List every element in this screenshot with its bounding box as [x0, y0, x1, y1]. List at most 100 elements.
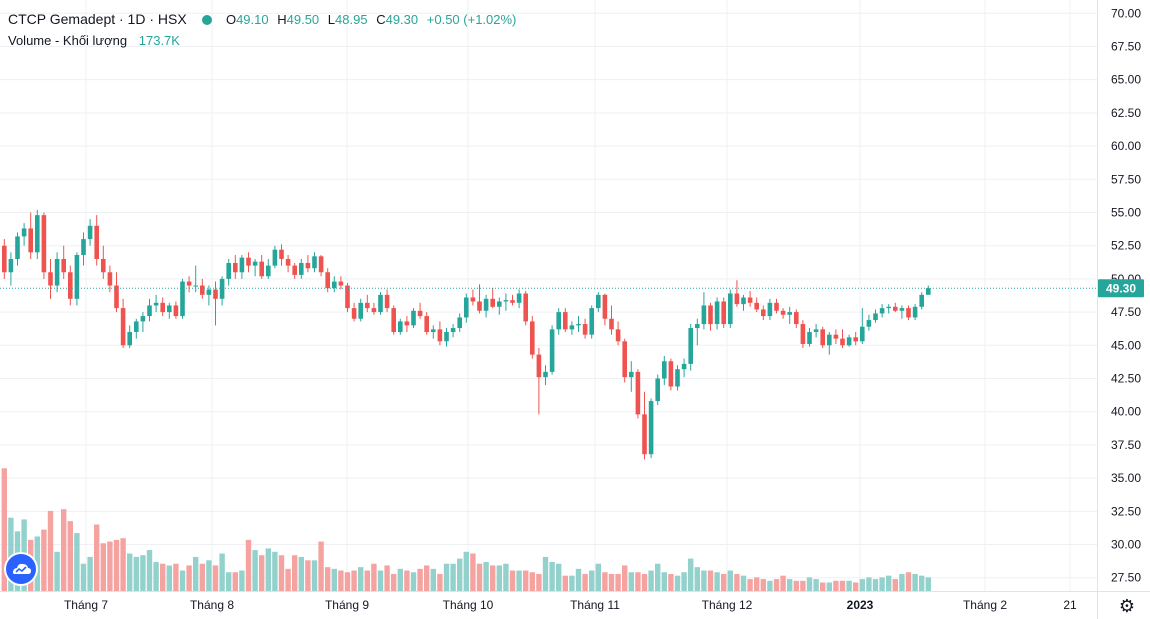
candle-body: [490, 298, 495, 307]
candle-body: [701, 305, 707, 325]
candle-body: [384, 294, 390, 309]
candle-body: [15, 236, 20, 259]
candle-body: [774, 302, 779, 311]
candle-body: [615, 329, 621, 342]
tradingview-cloud-icon[interactable]: [6, 554, 36, 584]
price-tick-label: 37.50: [1111, 438, 1141, 452]
candle-body: [153, 302, 159, 306]
volume-bar: [351, 570, 357, 591]
volume-bar: [496, 565, 502, 591]
volume-bar: [688, 558, 694, 591]
volume-bar: [661, 572, 667, 591]
volume-bar: [463, 551, 469, 591]
volume-bar: [311, 560, 318, 591]
candle-body: [193, 285, 198, 287]
volume-bar: [529, 572, 535, 591]
volume-bar: [536, 573, 542, 591]
candle-body: [180, 281, 185, 317]
time-tick-label: Tháng 7: [64, 598, 108, 612]
candle-body: [846, 337, 852, 346]
volume-bar: [259, 555, 265, 591]
open-label: O: [225, 12, 237, 27]
volume-bar: [701, 570, 707, 591]
volume-bar: [127, 553, 133, 591]
volume-bar: [648, 570, 654, 591]
candle-body: [523, 293, 528, 322]
candle-body: [912, 306, 918, 318]
time-tick-label: Tháng 12: [702, 598, 753, 612]
volume-bar: [925, 577, 931, 591]
candle-body: [860, 326, 865, 342]
volume-bar: [767, 580, 773, 591]
volume-bar: [391, 573, 397, 591]
volume-bar: [417, 568, 423, 591]
candle-body: [477, 301, 482, 311]
volume-bar: [773, 579, 780, 591]
volume-bar: [641, 573, 648, 591]
candle-body: [596, 294, 601, 309]
price-tick-label: 55.00: [1111, 205, 1141, 219]
volume-bar: [450, 563, 456, 591]
candle-body: [206, 289, 212, 295]
volume-bar: [384, 565, 390, 591]
volume-bar: [635, 572, 641, 591]
candle-body: [147, 305, 152, 317]
candle-body: [259, 261, 264, 277]
volume-bar: [107, 541, 113, 591]
candle-body: [239, 257, 245, 273]
candle-body: [272, 249, 278, 266]
gear-icon[interactable]: ⚙: [1118, 596, 1136, 616]
volume-bar: [410, 572, 417, 591]
symbol-title[interactable]: CTCP Gemadept · 1D · HSX: [8, 11, 187, 27]
volume-bar: [245, 539, 252, 591]
volume-bar: [569, 575, 575, 591]
candle-body: [919, 294, 924, 307]
price-tick-label: 67.50: [1111, 39, 1141, 53]
market-status-dot-icon: [202, 14, 213, 25]
time-tick-label: Tháng 9: [325, 598, 369, 612]
volume-bar: [371, 563, 377, 591]
volume-bar: [212, 565, 219, 591]
volume-bar: [199, 563, 205, 591]
candle-body: [233, 262, 238, 273]
candle-body: [140, 316, 146, 322]
volume-bar: [186, 565, 192, 591]
volume-bar: [879, 577, 885, 591]
candle-body: [668, 361, 674, 387]
candle-body: [318, 256, 324, 273]
candle-body: [437, 329, 443, 342]
candle-body: [365, 302, 370, 309]
candle-body: [351, 308, 357, 319]
volume-bar: [193, 556, 199, 591]
candle-body: [582, 324, 588, 335]
candle-body: [134, 321, 139, 333]
volume-bar: [364, 570, 370, 591]
volume-bar: [668, 573, 674, 591]
candle-body: [81, 239, 86, 255]
candle-body: [48, 272, 53, 286]
volume-bar: [846, 580, 852, 591]
candle-body: [358, 302, 363, 319]
candle-body: [695, 324, 700, 329]
time-tick-label: Tháng 8: [190, 598, 234, 612]
candle-body: [167, 305, 172, 313]
volume-bar: [516, 570, 522, 591]
volume-bar: [754, 577, 760, 591]
candle-body: [378, 294, 383, 313]
volume-bar: [707, 570, 714, 591]
volume-bar: [800, 580, 806, 591]
volume-label[interactable]: Volume - Khối lượng: [8, 33, 128, 48]
volume-bar: [140, 555, 146, 591]
volume-bar: [278, 555, 285, 591]
price-tick-label: 30.00: [1111, 538, 1141, 552]
volume-bar: [595, 563, 601, 591]
volume-bar: [714, 572, 720, 591]
volume-bar: [694, 567, 700, 591]
candle-body: [662, 361, 667, 379]
candle-body: [74, 254, 80, 299]
last-price-badge: [1098, 279, 1144, 298]
candle-body: [464, 297, 469, 318]
volume-bar: [905, 572, 912, 591]
